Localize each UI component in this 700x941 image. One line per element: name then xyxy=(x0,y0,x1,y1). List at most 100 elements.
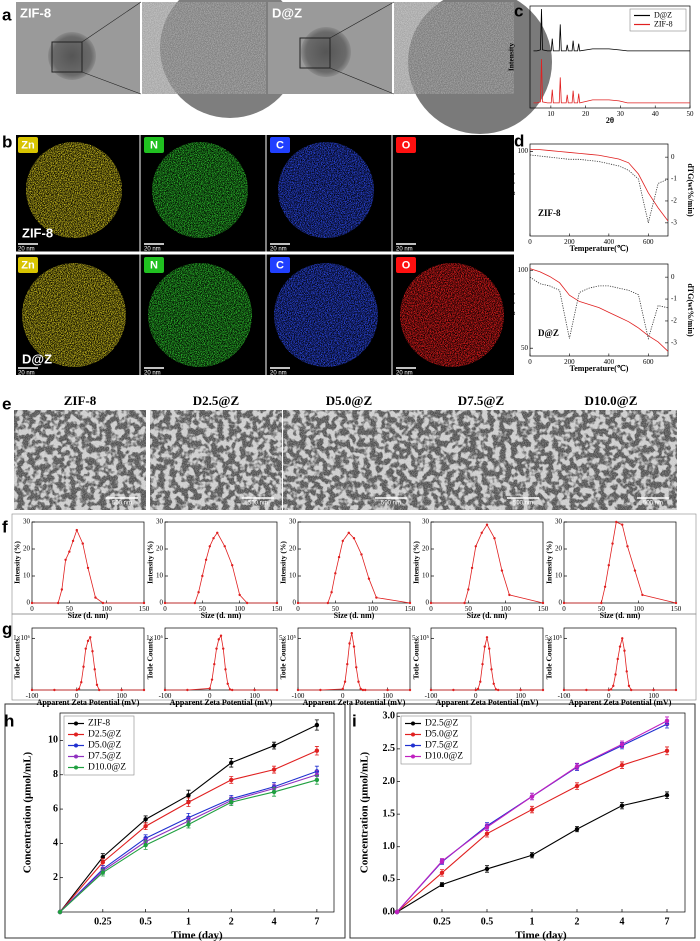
data-point xyxy=(347,531,350,534)
data-point xyxy=(364,688,367,692)
data-point xyxy=(529,853,535,858)
eds-map xyxy=(26,142,122,238)
x-tick-label: 7 xyxy=(665,916,670,927)
data-point xyxy=(163,688,167,692)
x-tick-label: 2 xyxy=(229,916,234,927)
x-tick-label: 200 xyxy=(564,238,575,246)
eds-map xyxy=(400,263,504,367)
x-tick-label: 150 xyxy=(139,605,150,613)
data-point xyxy=(574,826,580,832)
y-tick-label: 30 xyxy=(422,518,430,526)
y2-tick-label: -3 xyxy=(671,218,677,226)
data-point xyxy=(484,824,490,830)
y-tick-label: 5×10⁵ xyxy=(412,634,429,642)
data-point xyxy=(142,688,146,692)
zoom-box xyxy=(299,37,331,69)
annotation: D@Z xyxy=(538,328,559,338)
scale-bar-label: 500 nm xyxy=(643,501,663,507)
data-point xyxy=(53,688,56,692)
y-tick-label: 0 xyxy=(426,599,430,607)
data-point xyxy=(57,909,63,915)
plot-frame xyxy=(529,263,669,357)
data-point xyxy=(94,596,97,599)
legend-label: ZIF-8 xyxy=(654,19,673,28)
plot-frame xyxy=(164,521,278,604)
x-tick-label: 200 xyxy=(564,358,575,366)
x-tick-label: 0 xyxy=(208,692,212,700)
data-point xyxy=(488,647,491,650)
legend-label: D@Z xyxy=(654,10,672,19)
zoom-box xyxy=(51,41,83,73)
x-tick-label: 50 xyxy=(687,110,695,118)
x-tick-label: -100 xyxy=(159,692,172,700)
x-tick-label: 10 xyxy=(547,110,555,118)
eds-map xyxy=(152,142,248,238)
data-point xyxy=(210,678,214,681)
data-point xyxy=(611,542,614,545)
data-point xyxy=(343,680,347,683)
series-line xyxy=(298,532,411,604)
data-point xyxy=(120,688,123,692)
data-point xyxy=(429,601,433,605)
plot-frame xyxy=(563,627,677,691)
data-point xyxy=(600,601,603,605)
data-point xyxy=(204,558,208,561)
series-line xyxy=(533,59,690,104)
y-tick-label: 1.5 xyxy=(383,808,396,819)
element-badge xyxy=(396,137,416,153)
data-point xyxy=(562,688,566,692)
data-point xyxy=(623,649,626,652)
column-title: ZIF-8 xyxy=(64,393,97,408)
scale-bar-label: 20 nm xyxy=(18,371,35,377)
data-point xyxy=(224,668,227,671)
x-tick-label: 0.5 xyxy=(139,916,152,927)
y-axis-label: Concentration (μmol/mL) xyxy=(359,751,371,873)
data-point xyxy=(275,688,279,692)
data-point xyxy=(357,680,360,683)
data-point xyxy=(609,688,613,691)
data-point xyxy=(481,662,484,666)
x-tick-label: 100 xyxy=(249,692,260,700)
y-tick-label: 2.0 xyxy=(383,776,396,787)
x-tick-label: 100 xyxy=(367,605,378,613)
legend-marker xyxy=(74,732,78,737)
data-point xyxy=(60,588,64,591)
y-axis-label: Totle Counts xyxy=(412,639,421,680)
data-point xyxy=(86,639,90,643)
sem-grain xyxy=(415,410,547,510)
x-tick-label: 50 xyxy=(598,605,606,613)
x-tick-label: -100 xyxy=(558,692,571,700)
y-tick-label: 0 xyxy=(27,599,31,607)
y-tick-label: 6 xyxy=(53,803,58,814)
data-point xyxy=(91,650,94,653)
eds-map xyxy=(22,263,126,367)
data-point xyxy=(484,866,490,872)
x-tick-label: 0 xyxy=(341,692,345,700)
y-axis-label: Intensity (%) xyxy=(412,541,421,584)
data-point xyxy=(314,777,320,783)
x-axis-label: Temperature(℃) xyxy=(570,364,629,373)
data-point xyxy=(618,645,622,648)
column-title: D2.5@Z xyxy=(193,393,240,408)
y-tick-label: 10 xyxy=(156,572,164,580)
data-point xyxy=(348,642,351,645)
data-point xyxy=(484,831,490,836)
y-tick-label: 5×10⁵ xyxy=(279,634,296,642)
data-point xyxy=(231,564,234,567)
data-point xyxy=(80,681,83,684)
panel-frame xyxy=(4,703,346,939)
data-point xyxy=(319,688,322,692)
y-axis-label: Totle Counts xyxy=(146,639,155,680)
data-point xyxy=(197,591,200,594)
y-tick-label: 100 xyxy=(518,147,529,155)
y2-tick-label: 0 xyxy=(671,153,675,161)
data-point xyxy=(529,807,535,812)
data-point xyxy=(208,545,211,548)
element-badge xyxy=(396,257,416,273)
legend-marker xyxy=(411,743,415,748)
legend-label: ZIF-8 xyxy=(88,719,110,729)
zoom-line xyxy=(81,71,142,95)
data-point xyxy=(93,668,96,671)
y-tick-label: 50 xyxy=(521,344,529,352)
